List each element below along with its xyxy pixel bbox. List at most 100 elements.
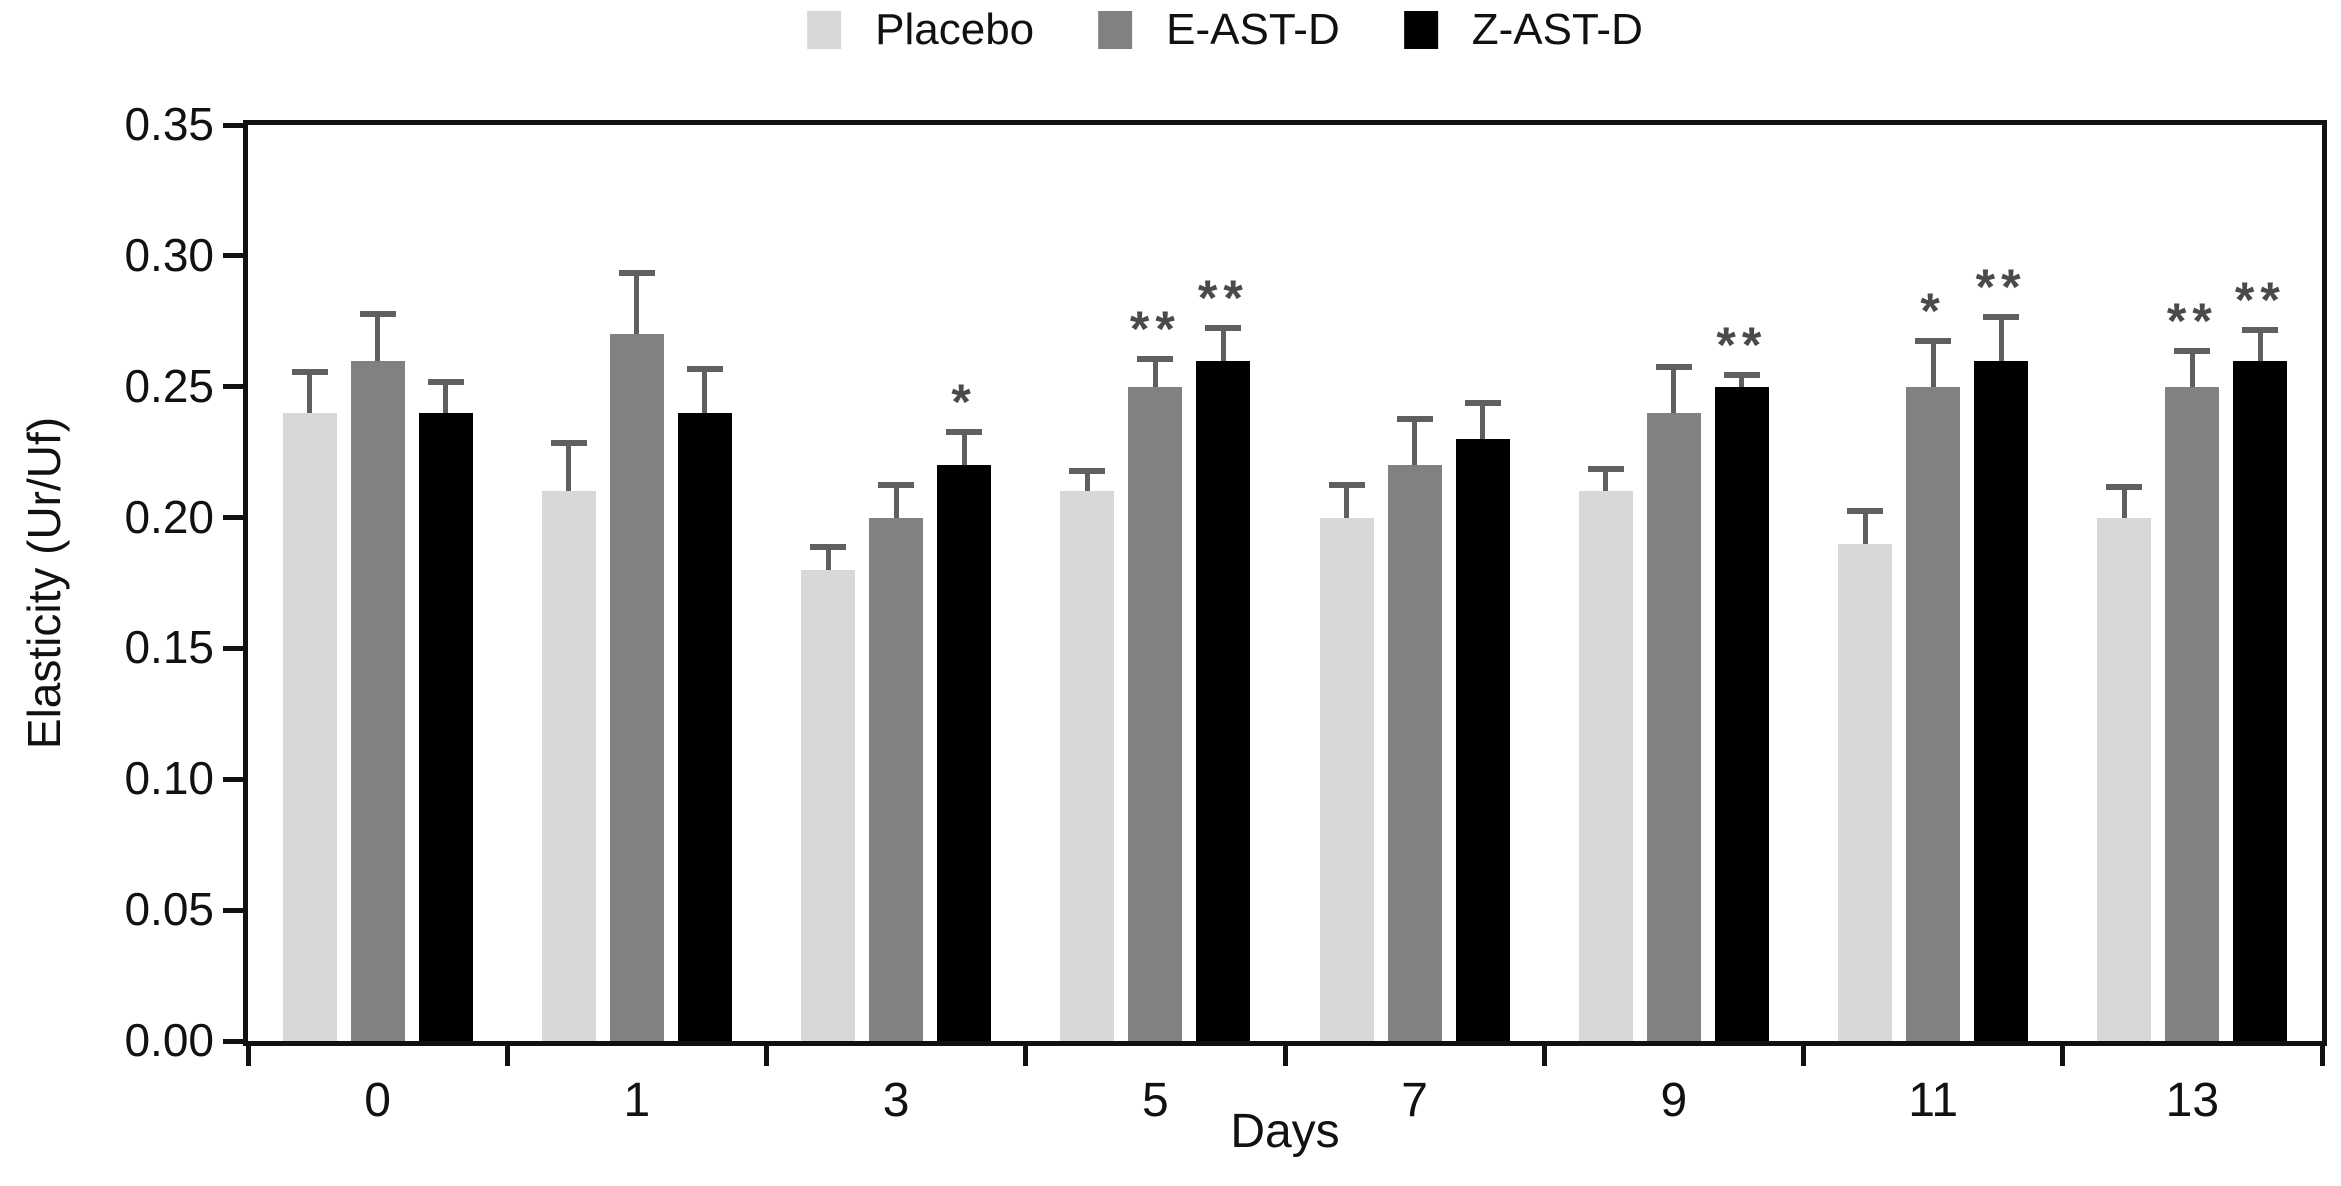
error-bar-stem [1344, 483, 1350, 518]
error-bar-stem [1671, 365, 1677, 413]
y-axis-tick-label: 0.35 [124, 98, 214, 151]
x-axis-tick [1541, 1046, 1547, 1066]
error-bar-stem [1739, 373, 1745, 387]
error-bar-cap [1396, 416, 1433, 423]
error-bar-cap [359, 311, 396, 318]
x-axis-category-label: 11 [1908, 1074, 1959, 1127]
y-axis-tick [223, 253, 243, 259]
error-bar-cap [2242, 327, 2279, 334]
error-bar-stem [893, 483, 899, 518]
bar-e-ast-d-day5 [1128, 386, 1183, 1041]
legend-swatch-icon [1403, 11, 1438, 49]
x-axis-title: Days [1230, 1105, 1340, 1158]
x-axis-tick [2319, 1046, 2325, 1066]
significance-marker: ** [2166, 293, 2218, 350]
error-bar-stem [2189, 350, 2195, 387]
y-axis-tick-label: 0.10 [124, 752, 214, 805]
error-bar-stem [1412, 418, 1418, 466]
error-bar-stem [2121, 486, 2127, 518]
bar-e-ast-d-day1 [609, 334, 664, 1041]
error-bar-cap [1137, 355, 1174, 362]
legend-label: Z-AST-D [1471, 5, 1643, 54]
error-bar-cap [2106, 484, 2143, 491]
y-axis-tick-label: 0.20 [124, 490, 214, 543]
x-axis-tick [1282, 1046, 1288, 1066]
bar-e-ast-d-day0 [350, 360, 405, 1041]
error-bar-stem [2257, 329, 2263, 361]
x-axis-tick [1023, 1046, 1029, 1066]
bar-z-ast-d-day13 [2233, 360, 2288, 1041]
significance-marker: ** [1716, 316, 1768, 373]
error-bar-stem [1152, 357, 1158, 387]
error-bar-stem [1220, 326, 1226, 361]
x-axis-category-label: 7 [1401, 1074, 1428, 1127]
error-bar-stem [307, 371, 313, 413]
bar-placebo-day1 [541, 491, 596, 1041]
error-bar-stem [702, 368, 708, 413]
bar-placebo-day9 [1578, 491, 1633, 1041]
x-axis-tick [1801, 1046, 1806, 1066]
error-bar-cap [1464, 400, 1501, 407]
bar-z-ast-d-day3 [937, 465, 992, 1041]
y-axis-tick-label: 0.25 [124, 359, 214, 412]
error-bar-stem [1603, 467, 1609, 492]
y-axis-tick-label: 0.30 [124, 228, 214, 281]
error-bar-stem [1930, 339, 1936, 387]
error-bar-cap [810, 544, 847, 551]
bar-placebo-day13 [2097, 517, 2152, 1041]
x-axis-category-label: 5 [1142, 1074, 1169, 1127]
bar-placebo-day5 [1060, 491, 1115, 1041]
error-bar-cap [427, 379, 464, 386]
y-axis-tick-label: 0.05 [124, 883, 214, 936]
bar-z-ast-d-day11 [1974, 360, 2029, 1041]
x-axis-category-label: 3 [882, 1074, 910, 1127]
x-axis-category-label: 0 [364, 1074, 391, 1127]
y-axis-tick [223, 907, 243, 913]
legend-item-placebo: Placebo [807, 8, 1034, 52]
y-axis-tick [223, 645, 243, 651]
error-bar-cap [2174, 348, 2211, 355]
error-bar-cap [1847, 507, 1884, 514]
bar-placebo-day0 [282, 412, 337, 1041]
y-axis-tick-label: 0.00 [124, 1014, 214, 1067]
error-bar-cap [1983, 314, 2020, 321]
error-bar-cap [878, 481, 915, 488]
error-bar-cap [946, 429, 983, 436]
error-bar-stem [825, 546, 831, 570]
bar-e-ast-d-day9 [1646, 412, 1701, 1041]
significance-marker: ** [1975, 259, 2027, 316]
y-axis-tick [223, 515, 243, 521]
x-axis-category-label: 9 [1660, 1074, 1688, 1127]
significance-marker: * [951, 374, 977, 431]
y-axis-title: Elasticity (Ur/Uf) [18, 416, 70, 750]
bar-e-ast-d-day7 [1387, 465, 1442, 1041]
error-bar-cap [1328, 481, 1365, 488]
error-bar-stem [961, 431, 967, 466]
error-bar-stem [375, 313, 381, 361]
error-bar-stem [1084, 470, 1090, 492]
bar-placebo-day7 [1319, 517, 1374, 1041]
bar-z-ast-d-day9 [1714, 386, 1769, 1041]
x-axis-tick [504, 1046, 510, 1066]
legend: Placebo E-AST-D Z-AST-D [807, 8, 1643, 52]
significance-marker: ** [2234, 272, 2286, 329]
error-bar-stem [566, 441, 572, 492]
error-bar-cap [1587, 465, 1624, 472]
x-axis-category-label: 13 [2165, 1074, 2220, 1127]
y-axis-tick [223, 122, 243, 128]
legend-swatch-icon [1098, 11, 1133, 49]
bar-placebo-day3 [801, 569, 856, 1041]
bar-z-ast-d-day0 [418, 412, 473, 1041]
error-bar-stem [634, 271, 640, 335]
legend-swatch-icon [807, 11, 842, 49]
legend-label: E-AST-D [1166, 5, 1340, 54]
bar-z-ast-d-day5 [1196, 360, 1251, 1041]
error-bar-cap [1723, 371, 1760, 378]
legend-item-e-ast-d: E-AST-D [1098, 8, 1340, 52]
bar-e-ast-d-day11 [1906, 386, 1961, 1041]
x-axis-category-label: 1 [623, 1074, 651, 1127]
bar-z-ast-d-day7 [1455, 439, 1510, 1041]
x-axis-tick [2060, 1046, 2066, 1066]
legend-item-z-ast-d: Z-AST-D [1403, 5, 1643, 54]
